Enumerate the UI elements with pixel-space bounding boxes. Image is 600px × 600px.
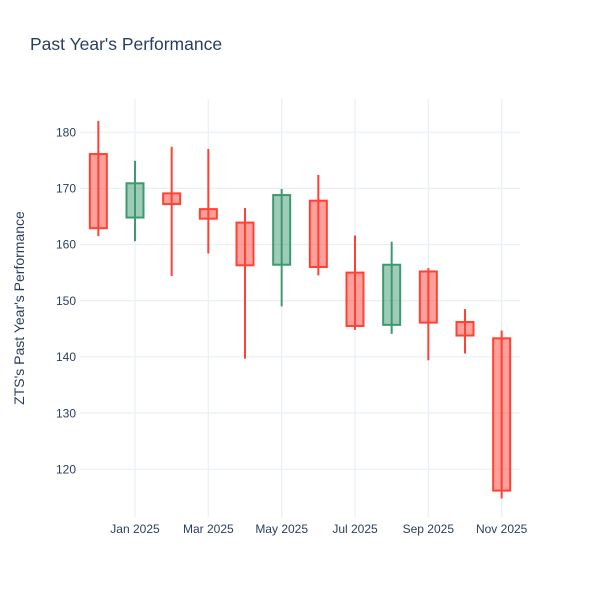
x-tick-label: Sep 2025 — [403, 522, 455, 536]
candle-body — [345, 271, 365, 327]
candles-layer — [88, 120, 512, 499]
candle-body — [418, 270, 438, 324]
y-tick-label: 120 — [56, 462, 76, 476]
y-tick-label: 140 — [56, 350, 76, 364]
x-tick-label: Jan 2025 — [110, 522, 160, 536]
y-axis-tick-labels: 120 130 140 150 160 170 180 — [56, 125, 76, 476]
candle[interactable] — [88, 120, 108, 237]
x-axis-tick-labels: Jan 2025 Mar 2025 May 2025 Jul 2025 Sep 2025… — [110, 522, 527, 536]
candle-body — [455, 321, 475, 337]
candle[interactable] — [492, 330, 512, 499]
candle[interactable] — [455, 309, 475, 354]
y-tick-label: 180 — [56, 125, 76, 139]
candle-body — [382, 263, 402, 326]
candle-body — [272, 194, 292, 266]
gridlines-layer — [80, 99, 520, 517]
candle[interactable] — [125, 160, 145, 242]
y-tick-label: 170 — [56, 182, 76, 196]
y-tick-label: 150 — [56, 294, 76, 308]
candle-body — [88, 153, 108, 230]
candle[interactable] — [272, 188, 292, 307]
x-tick-label: Mar 2025 — [183, 522, 234, 536]
candle-body — [235, 221, 255, 267]
chart-title: Past Year's Performance — [30, 34, 222, 54]
y-tick-label: 130 — [56, 406, 76, 420]
candle-body — [492, 337, 512, 492]
y-axis-title: ZTS's Past Year's Performance — [11, 211, 27, 405]
x-tick-label: Nov 2025 — [476, 522, 528, 536]
candle[interactable] — [418, 268, 438, 361]
candle[interactable] — [382, 241, 402, 334]
x-tick-label: Jul 2025 — [332, 522, 378, 536]
candle[interactable] — [235, 207, 255, 359]
y-tick-label: 160 — [56, 238, 76, 252]
candle-body — [125, 182, 145, 219]
candle-body — [308, 199, 328, 268]
candle-body — [198, 208, 218, 220]
candle[interactable] — [198, 149, 218, 254]
candle[interactable] — [345, 235, 365, 330]
candle[interactable] — [308, 174, 328, 276]
x-tick-label: May 2025 — [255, 522, 308, 536]
candle-body — [162, 192, 182, 206]
candle[interactable] — [162, 146, 182, 276]
